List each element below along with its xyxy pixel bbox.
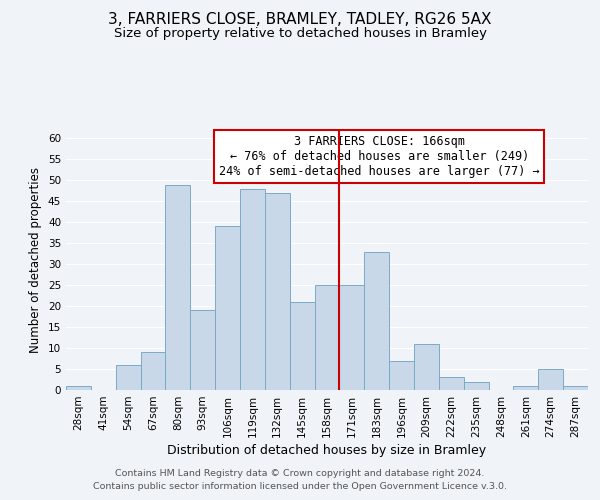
Bar bbox=[290, 302, 314, 390]
Bar bbox=[140, 352, 166, 390]
Bar bbox=[314, 285, 340, 390]
Y-axis label: Number of detached properties: Number of detached properties bbox=[29, 167, 43, 353]
Bar bbox=[464, 382, 488, 390]
Text: 3 FARRIERS CLOSE: 166sqm
← 76% of detached houses are smaller (249)
24% of semi-: 3 FARRIERS CLOSE: 166sqm ← 76% of detach… bbox=[219, 135, 539, 178]
Bar bbox=[215, 226, 240, 390]
Text: Contains HM Land Registry data © Crown copyright and database right 2024.: Contains HM Land Registry data © Crown c… bbox=[115, 468, 485, 477]
Text: 3, FARRIERS CLOSE, BRAMLEY, TADLEY, RG26 5AX: 3, FARRIERS CLOSE, BRAMLEY, TADLEY, RG26… bbox=[108, 12, 492, 28]
Bar bbox=[190, 310, 215, 390]
Text: Contains public sector information licensed under the Open Government Licence v.: Contains public sector information licen… bbox=[93, 482, 507, 491]
Bar bbox=[414, 344, 439, 390]
Bar bbox=[364, 252, 389, 390]
Bar bbox=[514, 386, 538, 390]
Bar bbox=[563, 386, 588, 390]
Bar bbox=[66, 386, 91, 390]
Bar bbox=[116, 365, 140, 390]
Bar bbox=[265, 193, 290, 390]
Bar bbox=[240, 188, 265, 390]
X-axis label: Distribution of detached houses by size in Bramley: Distribution of detached houses by size … bbox=[167, 444, 487, 457]
Bar bbox=[166, 184, 190, 390]
Bar bbox=[389, 360, 414, 390]
Bar bbox=[340, 285, 364, 390]
Bar bbox=[538, 369, 563, 390]
Text: Size of property relative to detached houses in Bramley: Size of property relative to detached ho… bbox=[113, 28, 487, 40]
Bar bbox=[439, 378, 464, 390]
